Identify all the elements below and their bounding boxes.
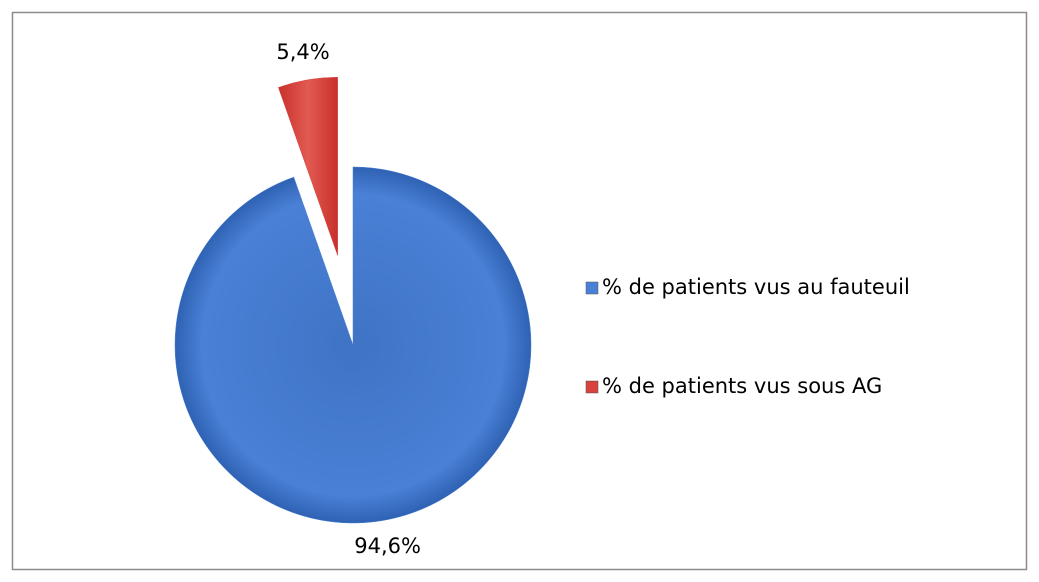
data-label: 5,4% xyxy=(276,40,329,64)
data-label: 94,6% xyxy=(354,534,421,558)
pie-slice xyxy=(278,77,338,256)
legend-swatch xyxy=(585,380,599,394)
legend-label: % de patients vus au fauteuil xyxy=(602,275,910,299)
pie-slice xyxy=(174,166,532,524)
legend-label: % de patients vus sous AG xyxy=(602,374,882,398)
legend-swatch xyxy=(585,281,599,295)
